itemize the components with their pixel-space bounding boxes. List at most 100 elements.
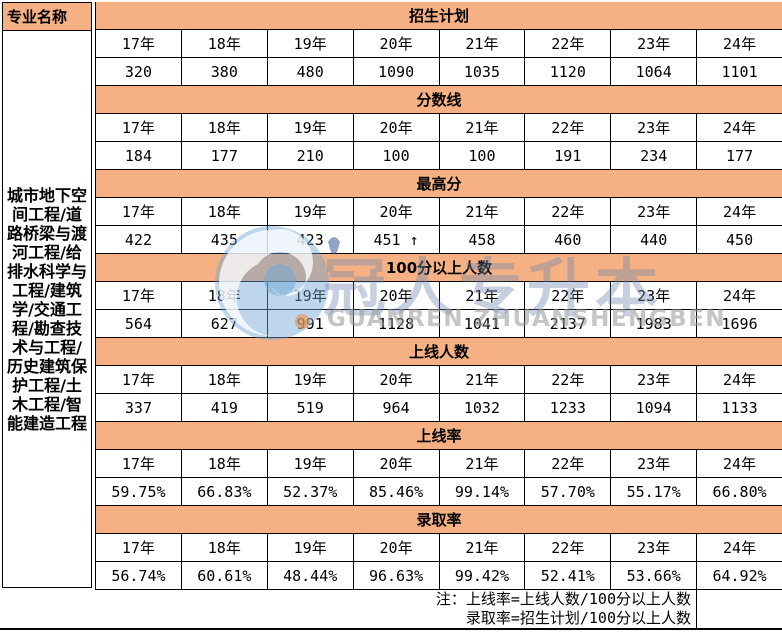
- major-name-text: 城市地下空间工程/道路桥梁与渡河工程/给排水科学与工程/建筑学/交通工程/勘查技…: [2, 31, 92, 588]
- value-row: 337 419 519 964 1032 1233 1094 1133: [95, 394, 782, 422]
- section-header: 100分以上人数: [95, 254, 782, 282]
- section-header: 上线人数: [95, 338, 782, 366]
- year-cell: 18年: [180, 450, 267, 478]
- year-cell: 17年: [95, 282, 181, 310]
- section-header: 招生计划: [95, 2, 782, 30]
- value-cell: 99.42%: [438, 562, 525, 590]
- year-cell: 20年: [352, 30, 439, 58]
- year-cell: 18年: [180, 198, 267, 226]
- value-cell: 1094: [610, 394, 697, 422]
- value-cell: 1090: [352, 58, 439, 86]
- value-cell: 1120: [524, 58, 611, 86]
- year-cell: 20年: [352, 114, 439, 142]
- value-cell: 1128: [352, 310, 439, 338]
- year-cell: 19年: [266, 198, 353, 226]
- year-cell: 23年: [610, 198, 697, 226]
- year-cell: 24年: [696, 534, 782, 562]
- value-cell: 96.63%: [352, 562, 439, 590]
- value-cell: 1064: [610, 58, 697, 86]
- section-header: 最高分: [95, 170, 782, 198]
- value-row: 422 435 423 451 ↑ 458 460 440 450: [95, 226, 782, 254]
- year-cell: 18年: [180, 282, 267, 310]
- value-cell: 1032: [438, 394, 525, 422]
- year-cell: 22年: [524, 366, 611, 394]
- year-cell: 17年: [95, 114, 181, 142]
- year-row: 17年 18年 19年 20年 21年 22年 23年 24年: [95, 282, 782, 310]
- stats-table: 招生计划 17年 18年 19年 20年 21年 22年 23年 24年 320 380 480 1…: [95, 2, 782, 590]
- section-header: 上线率: [95, 422, 782, 450]
- year-row: 17年 18年 19年 20年 21年 22年 23年 24年: [95, 30, 782, 58]
- year-cell: 17年: [95, 450, 181, 478]
- value-cell: 440: [610, 226, 697, 254]
- value-cell: 59.75%: [95, 478, 181, 506]
- value-cell: 66.83%: [180, 478, 267, 506]
- value-cell: 66.80%: [696, 478, 782, 506]
- year-cell: 21年: [438, 30, 525, 58]
- value-cell: 99.14%: [438, 478, 525, 506]
- year-cell: 22年: [524, 450, 611, 478]
- year-cell: 24年: [696, 30, 782, 58]
- value-cell: 64.92%: [696, 562, 782, 590]
- value-cell: 435: [180, 226, 267, 254]
- value-cell: 964: [352, 394, 439, 422]
- year-row: 17年 18年 19年 20年 21年 22年 23年 24年: [95, 534, 782, 562]
- value-cell: 210: [266, 142, 353, 170]
- value-cell: 48.44%: [266, 562, 353, 590]
- section-header: 录取率: [95, 506, 782, 534]
- value-cell: 2137: [524, 310, 611, 338]
- year-row: 17年 18年 19年 20年 21年 22年 23年 24年: [95, 366, 782, 394]
- year-cell: 23年: [610, 282, 697, 310]
- year-cell: 18年: [180, 366, 267, 394]
- value-cell: 52.41%: [524, 562, 611, 590]
- year-cell: 21年: [438, 198, 525, 226]
- value-cell: 519: [266, 394, 353, 422]
- value-cell: 320: [95, 58, 181, 86]
- year-cell: 17年: [95, 198, 181, 226]
- note-line-2: 录取率=招生计划/100分以上人数: [465, 609, 691, 627]
- year-cell: 24年: [696, 114, 782, 142]
- value-cell: 1101: [696, 58, 782, 86]
- value-cell: 1041: [438, 310, 525, 338]
- year-cell: 17年: [95, 534, 181, 562]
- year-cell: 24年: [696, 198, 782, 226]
- year-cell: 21年: [438, 366, 525, 394]
- value-row: 59.75% 66.83% 52.37% 85.46% 99.14% 57.70% 55.1…: [95, 478, 782, 506]
- value-cell: 1983: [610, 310, 697, 338]
- value-cell: 460: [524, 226, 611, 254]
- value-cell: 191: [524, 142, 611, 170]
- year-cell: 17年: [95, 366, 181, 394]
- year-row: 17年 18年 19年 20年 21年 22年 23年 24年: [95, 114, 782, 142]
- year-cell: 23年: [610, 114, 697, 142]
- value-cell: 1035: [438, 58, 525, 86]
- value-cell: 480: [266, 58, 353, 86]
- year-cell: 23年: [610, 366, 697, 394]
- year-cell: 18年: [180, 534, 267, 562]
- year-cell: 24年: [696, 366, 782, 394]
- year-cell: 21年: [438, 534, 525, 562]
- major-name-panel: 专业名称 城市地下空间工程/道路桥梁与渡河工程/给排水科学与工程/建筑学/交通工…: [2, 2, 92, 588]
- year-cell: 20年: [352, 450, 439, 478]
- value-row: 184 177 210 100 100 191 234 177: [95, 142, 782, 170]
- value-cell: 451 ↑: [352, 226, 439, 254]
- value-cell: 177: [180, 142, 267, 170]
- year-cell: 19年: [266, 114, 353, 142]
- value-row: 564 627 991 1128 1041 2137 1983 1696: [95, 310, 782, 338]
- year-cell: 18年: [180, 30, 267, 58]
- year-cell: 24年: [696, 450, 782, 478]
- year-cell: 22年: [524, 282, 611, 310]
- value-cell: 52.37%: [266, 478, 353, 506]
- value-cell: 991: [266, 310, 353, 338]
- value-cell: 1133: [696, 394, 782, 422]
- bottom-border: [0, 628, 782, 630]
- value-cell: 85.46%: [352, 478, 439, 506]
- year-cell: 18年: [180, 114, 267, 142]
- value-cell: 419: [180, 394, 267, 422]
- year-cell: 24年: [696, 282, 782, 310]
- year-cell: 22年: [524, 114, 611, 142]
- value-cell: 422: [95, 226, 181, 254]
- value-cell: 1696: [696, 310, 782, 338]
- year-cell: 23年: [610, 534, 697, 562]
- year-cell: 19年: [266, 282, 353, 310]
- year-cell: 17年: [95, 30, 181, 58]
